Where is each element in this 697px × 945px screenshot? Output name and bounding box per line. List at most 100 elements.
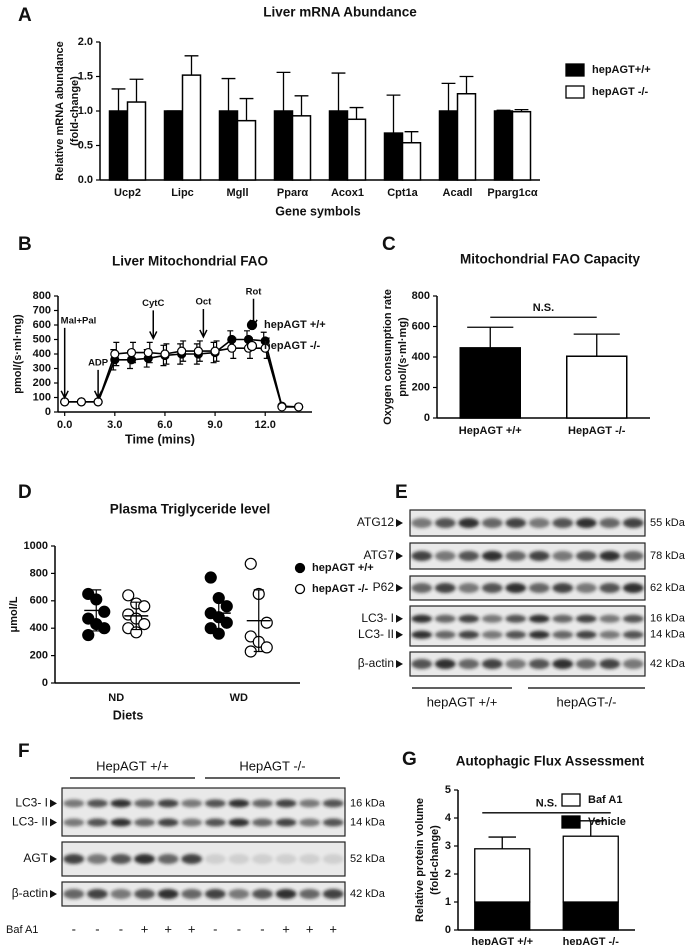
blot-band (622, 659, 644, 669)
treatment-sign: + (141, 921, 149, 936)
blot-arrow (50, 818, 57, 827)
chart-title: Autophagic Flux Assessment (456, 754, 645, 769)
blot-band (599, 630, 621, 639)
panel-letter: E (395, 482, 408, 503)
y-tick-label: 400 (412, 351, 430, 363)
y-tick-label: 2.0 (78, 36, 93, 48)
blot-label: LC3- II (358, 627, 394, 641)
x-tick-label: Pparg1cα (487, 187, 537, 199)
bar (126, 101, 147, 181)
y-tick-label: 0 (445, 924, 451, 936)
y-tick-label: 200 (33, 377, 51, 389)
blot-band (599, 659, 621, 669)
blot-band (411, 614, 433, 623)
point (98, 605, 111, 618)
y-axis-label: pmol/(s·ml·mg) (397, 317, 409, 397)
bar (291, 115, 312, 181)
blot-band (505, 518, 527, 528)
y-tick-label: 4 (445, 812, 452, 824)
legend-swatch (561, 815, 581, 829)
point (220, 616, 233, 629)
bar (511, 110, 532, 181)
blot-band (552, 583, 574, 593)
legend-marker (294, 583, 306, 595)
blot-band (575, 659, 597, 669)
x-tick-label: 12.0 (254, 419, 275, 431)
blot-band (528, 551, 550, 561)
blot-band (86, 854, 108, 864)
blot-band (86, 818, 108, 827)
error-bar (276, 71, 291, 111)
annotation: Rot (246, 286, 263, 297)
annotation: Oct (195, 296, 212, 307)
bar-segment (474, 848, 531, 903)
blot-band (599, 583, 621, 593)
error-bar (577, 820, 605, 837)
treatment-sign: + (329, 921, 337, 936)
error-bar (91, 589, 102, 632)
error-bar (253, 589, 264, 653)
blot-size: 55 kDa (650, 517, 686, 529)
error-bar (221, 77, 236, 111)
bar (163, 110, 184, 181)
blot-band (86, 799, 108, 808)
bar (493, 110, 514, 181)
annotation-arrow (93, 369, 103, 400)
blot-size: 78 kDa (650, 550, 686, 562)
blot-frame (61, 881, 346, 907)
blot-band (458, 659, 480, 669)
blot-band (434, 551, 456, 561)
blot-band (411, 551, 433, 561)
annotation: N.S. (533, 302, 554, 314)
blot-band (63, 818, 85, 827)
blot-band (481, 583, 503, 593)
y-tick-label: 1.5 (78, 70, 93, 82)
error-bar (459, 75, 474, 94)
y-tick-label: 0 (45, 406, 51, 418)
x-tick-label: HepAGT +/+ (459, 425, 522, 437)
annotation: N.S. (536, 798, 557, 810)
blot-band (181, 889, 203, 899)
y-tick-label: 600 (33, 319, 51, 331)
blot-frame (409, 605, 646, 647)
blot-band (481, 551, 503, 561)
blot-label: AGT (23, 851, 48, 865)
legend-label: Baf A1 (588, 794, 622, 806)
blot-size: 52 kDa (350, 853, 386, 865)
blot-size: 42 kDa (350, 888, 386, 900)
treatment-sign: + (164, 921, 172, 936)
treatment-sign: + (188, 921, 196, 936)
chart-title: Liver mRNA Abundance (263, 5, 417, 20)
y-tick-label: 5 (445, 784, 451, 796)
x-axis-label: Gene symbols (275, 204, 360, 218)
panel-letter: D (18, 482, 32, 503)
legend-swatch (565, 85, 585, 99)
blot-band (528, 518, 550, 528)
blot-band (110, 818, 132, 827)
error-bar (131, 601, 142, 631)
blot-band (458, 518, 480, 528)
y-tick-label: 0.0 (78, 174, 93, 186)
blot-band (622, 630, 644, 639)
blot-band (458, 583, 480, 593)
point (260, 616, 273, 629)
bar (456, 93, 477, 181)
y-tick-label: 600 (30, 595, 48, 607)
blot-band (228, 854, 250, 864)
blot-band (434, 614, 456, 623)
blot-label: β-actin (12, 886, 48, 900)
point (110, 349, 120, 359)
bar (438, 110, 459, 181)
blot-band (458, 614, 480, 623)
blot-band (181, 818, 203, 827)
blot-band (134, 854, 155, 864)
blot-band (228, 799, 250, 808)
panel-letter: F (18, 741, 30, 762)
annotation: Mal+Pal (61, 315, 97, 326)
blot-band (181, 854, 203, 864)
blot-band (228, 818, 250, 827)
blot-band (204, 818, 226, 827)
error-bar (467, 326, 514, 348)
annotation-arrow (149, 310, 158, 341)
bar (566, 355, 628, 419)
